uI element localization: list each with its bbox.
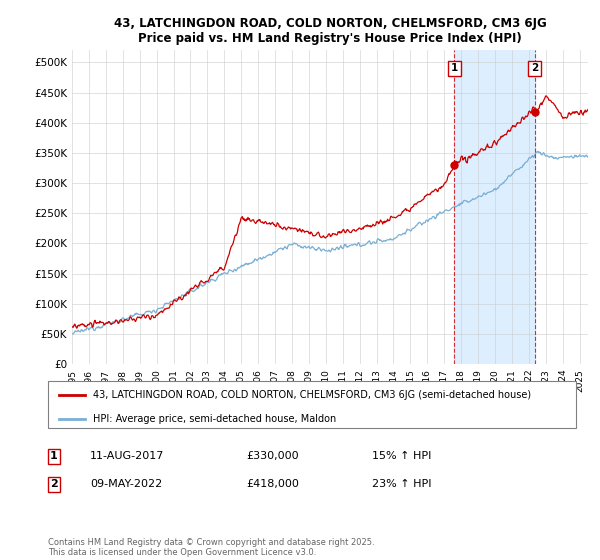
Text: £418,000: £418,000 bbox=[246, 479, 299, 489]
Text: £330,000: £330,000 bbox=[246, 451, 299, 461]
Text: 09-MAY-2022: 09-MAY-2022 bbox=[90, 479, 162, 489]
Text: 1: 1 bbox=[451, 63, 458, 73]
Text: 23% ↑ HPI: 23% ↑ HPI bbox=[372, 479, 431, 489]
Bar bbox=[454, 50, 535, 364]
Title: 43, LATCHINGDON ROAD, COLD NORTON, CHELMSFORD, CM3 6JG
Price paid vs. HM Land Re: 43, LATCHINGDON ROAD, COLD NORTON, CHELM… bbox=[113, 17, 547, 45]
Text: 2: 2 bbox=[50, 479, 58, 489]
Text: 15% ↑ HPI: 15% ↑ HPI bbox=[372, 451, 431, 461]
FancyBboxPatch shape bbox=[48, 381, 576, 428]
Text: HPI: Average price, semi-detached house, Maldon: HPI: Average price, semi-detached house,… bbox=[93, 414, 336, 424]
Text: 1: 1 bbox=[50, 451, 58, 461]
Text: 43, LATCHINGDON ROAD, COLD NORTON, CHELMSFORD, CM3 6JG (semi-detached house): 43, LATCHINGDON ROAD, COLD NORTON, CHELM… bbox=[93, 390, 531, 400]
Text: 2: 2 bbox=[531, 63, 538, 73]
Text: Contains HM Land Registry data © Crown copyright and database right 2025.
This d: Contains HM Land Registry data © Crown c… bbox=[48, 538, 374, 557]
Text: 11-AUG-2017: 11-AUG-2017 bbox=[90, 451, 164, 461]
